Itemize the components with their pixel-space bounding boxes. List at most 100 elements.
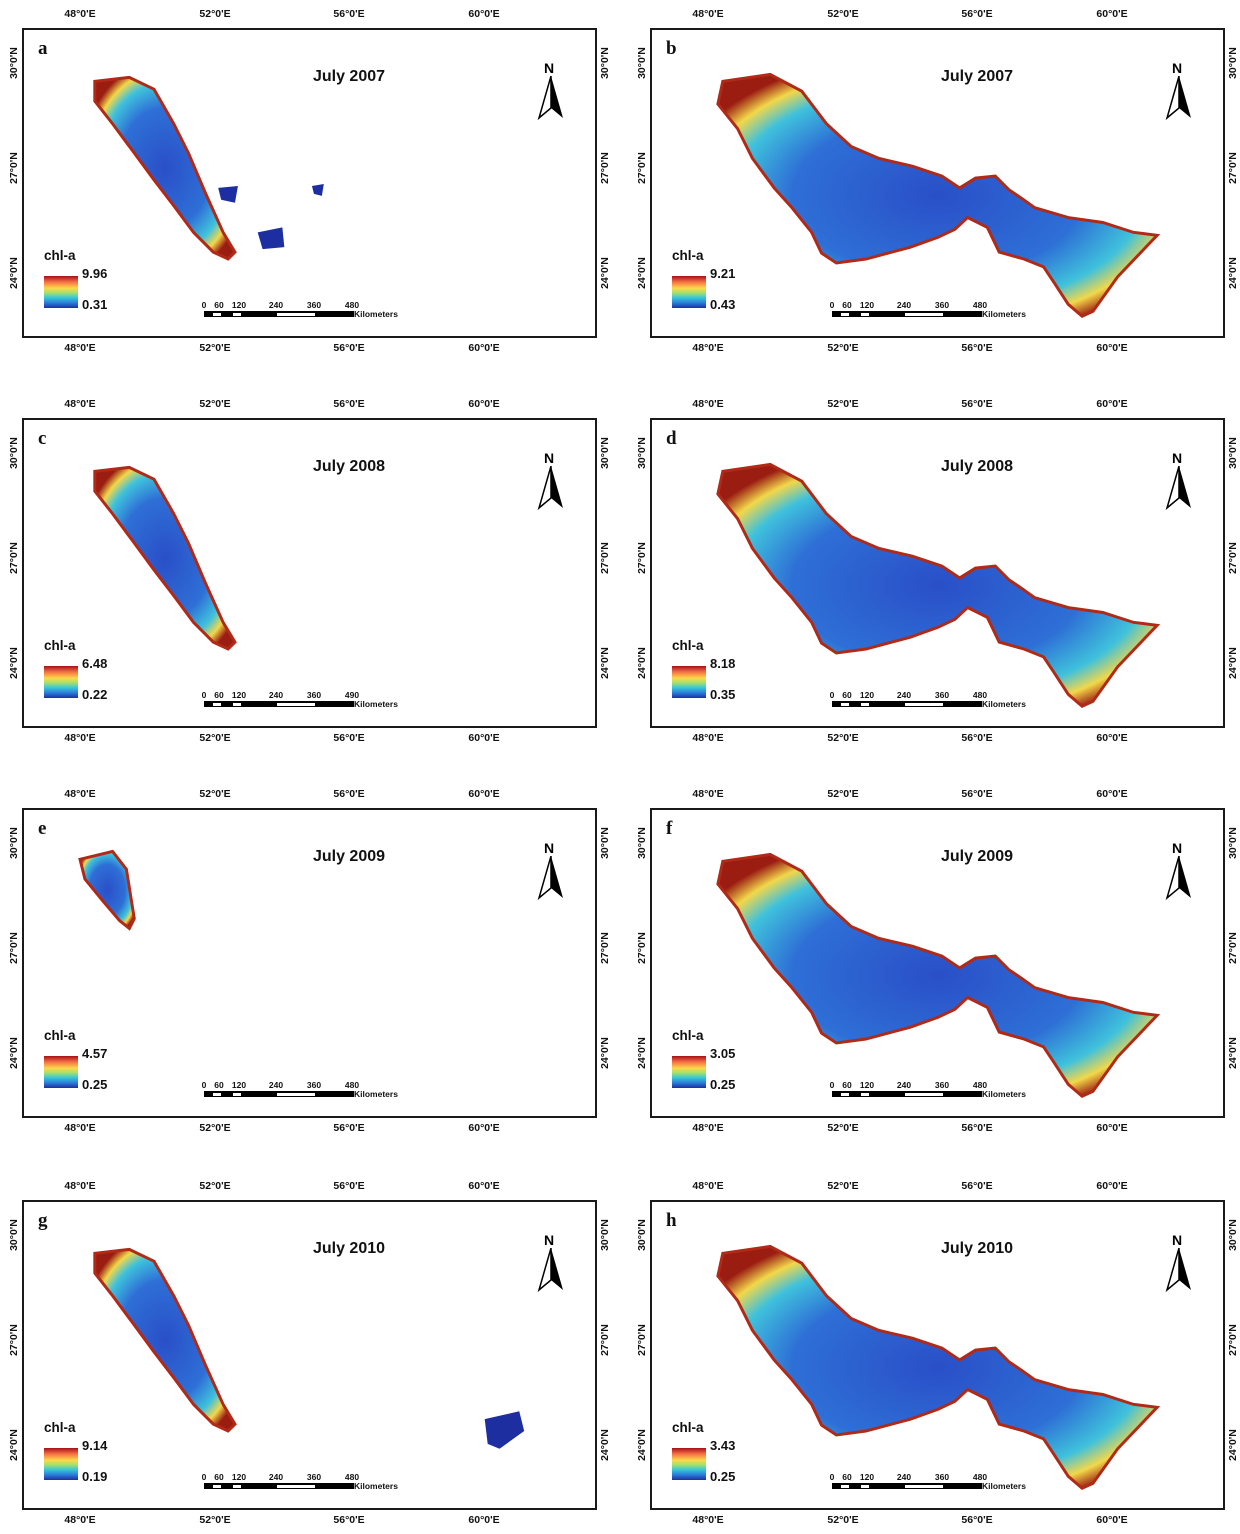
- lon-tick-bottom: 56°0'E: [961, 1514, 993, 1526]
- legend-min: 0.25: [710, 1077, 736, 1092]
- scale-tick: 120: [859, 1080, 875, 1090]
- lon-tick-bottom: 56°0'E: [333, 732, 365, 744]
- scale-tick: 60: [842, 690, 852, 700]
- lon-tick-bottom: 48°0'E: [692, 732, 724, 744]
- north-arrow-icon: [1165, 856, 1191, 901]
- lat-tick-right: 24°0'N: [599, 1429, 611, 1461]
- lon-tick-bottom: 60°0'E: [1096, 1514, 1128, 1526]
- north-arrow: N: [1164, 1232, 1194, 1293]
- lat-tick-left: 30°0'N: [636, 1219, 648, 1251]
- lon-tick-top: 52°0'E: [827, 788, 859, 800]
- panel-title: July 2007: [312, 68, 386, 85]
- legend-min: 0.35: [710, 687, 736, 702]
- lat-tick-left: 24°0'N: [8, 1037, 20, 1069]
- lon-tick-bottom: 56°0'E: [333, 1514, 365, 1526]
- legend-max: 9.96: [82, 266, 108, 281]
- scale-bar-line: [832, 1483, 982, 1489]
- lat-tick-left: 30°0'N: [8, 1219, 20, 1251]
- panel-letter: a: [38, 38, 48, 59]
- panel-title: July 2009: [940, 848, 1014, 865]
- north-arrow: N: [536, 1232, 566, 1293]
- lon-tick-top: 52°0'E: [199, 8, 231, 20]
- scale-bar-line: [204, 1091, 354, 1097]
- north-arrow: N: [1164, 60, 1194, 121]
- legend-title: chl-a: [44, 1420, 76, 1435]
- lon-tick-bottom: 52°0'E: [827, 1514, 859, 1526]
- scale-tick: 60: [214, 1080, 224, 1090]
- lon-tick-top: 52°0'E: [827, 1180, 859, 1192]
- lon-tick-bottom: 52°0'E: [827, 732, 859, 744]
- lon-tick-bottom: 52°0'E: [199, 1122, 231, 1134]
- lon-tick-bottom: 48°0'E: [692, 342, 724, 354]
- legend-min: 0.25: [710, 1469, 736, 1484]
- scale-tick: 360: [306, 1080, 322, 1090]
- lat-tick-left: 27°0'N: [636, 542, 648, 574]
- north-arrow-icon: [537, 76, 563, 121]
- lat-tick-left: 27°0'N: [8, 1324, 20, 1356]
- panel-title: July 2009: [312, 848, 386, 865]
- scale-tick: 480: [972, 1472, 988, 1482]
- lat-tick-left: 27°0'N: [636, 932, 648, 964]
- lon-tick-top: 52°0'E: [199, 788, 231, 800]
- north-label: N: [1172, 60, 1183, 76]
- gulf-chlorophyll-area: [93, 75, 237, 261]
- lon-tick-top: 56°0'E: [333, 788, 365, 800]
- lat-tick-right: 30°0'N: [1227, 1219, 1239, 1251]
- scale-unit: Kilometers: [982, 699, 1026, 709]
- north-arrow-icon: [537, 856, 563, 901]
- scale-tick: 480: [972, 1080, 988, 1090]
- lon-tick-top: 48°0'E: [64, 8, 96, 20]
- panel-title: July 2010: [312, 1240, 386, 1257]
- scale-bar: 0 60 120 240 360 480 Kilometers: [202, 1472, 398, 1502]
- lon-tick-bottom: 60°0'E: [1096, 1122, 1128, 1134]
- lat-tick-left: 27°0'N: [636, 152, 648, 184]
- scale-tick: 60: [214, 690, 224, 700]
- legend-title: chl-a: [672, 638, 704, 653]
- panel-title: July 2008: [312, 458, 386, 475]
- north-arrow: N: [536, 840, 566, 901]
- scale-bar: 0 60 120 240 360 480 Kilometers: [830, 1080, 1026, 1110]
- lon-tick-bottom: 60°0'E: [1096, 342, 1128, 354]
- scale-tick: 240: [896, 300, 912, 310]
- scale-tick: 120: [231, 1472, 247, 1482]
- lat-tick-left: 30°0'N: [636, 437, 648, 469]
- color-ramp: [672, 1448, 706, 1480]
- chlorophyll-map: [93, 1247, 525, 1449]
- north-arrow-icon: [1165, 466, 1191, 511]
- lat-tick-right: 30°0'N: [1227, 827, 1239, 859]
- lon-tick-bottom: 48°0'E: [692, 1122, 724, 1134]
- north-arrow: N: [536, 60, 566, 121]
- panel-letter: d: [666, 428, 677, 449]
- scale-tick: 360: [306, 690, 322, 700]
- lat-tick-right: 24°0'N: [599, 647, 611, 679]
- scale-tick: 360: [934, 1472, 950, 1482]
- legend-min: 0.22: [82, 687, 108, 702]
- lat-tick-right: 27°0'N: [599, 152, 611, 184]
- legend-max: 3.43: [710, 1438, 736, 1453]
- lat-tick-left: 30°0'N: [636, 827, 648, 859]
- lat-tick-right: 24°0'N: [1227, 1429, 1239, 1461]
- lon-tick-bottom: 60°0'E: [468, 1514, 500, 1526]
- lat-tick-right: 27°0'N: [1227, 152, 1239, 184]
- lon-tick-top: 52°0'E: [827, 398, 859, 410]
- scale-bar: 0 60 120 240 360 480 Kilometers: [830, 300, 1026, 330]
- lon-tick-top: 52°0'E: [199, 398, 231, 410]
- lat-tick-right: 24°0'N: [1227, 257, 1239, 289]
- chlorophyll-map: [93, 465, 237, 651]
- north-arrow: N: [1164, 450, 1194, 511]
- lon-tick-top: 48°0'E: [692, 8, 724, 20]
- scale-bar-line: [832, 1091, 982, 1097]
- lat-tick-left: 27°0'N: [8, 542, 20, 574]
- lon-tick-bottom: 60°0'E: [468, 1122, 500, 1134]
- scale-tick: 240: [896, 1472, 912, 1482]
- lon-tick-top: 60°0'E: [1096, 1180, 1128, 1192]
- scale-tick: 60: [842, 1472, 852, 1482]
- lon-tick-top: 60°0'E: [468, 1180, 500, 1192]
- scale-tick: 360: [306, 1472, 322, 1482]
- scale-tick: 0: [829, 1472, 835, 1482]
- scale-bar-line: [204, 1483, 354, 1489]
- lon-tick-bottom: 48°0'E: [692, 1514, 724, 1526]
- lat-tick-right: 24°0'N: [1227, 647, 1239, 679]
